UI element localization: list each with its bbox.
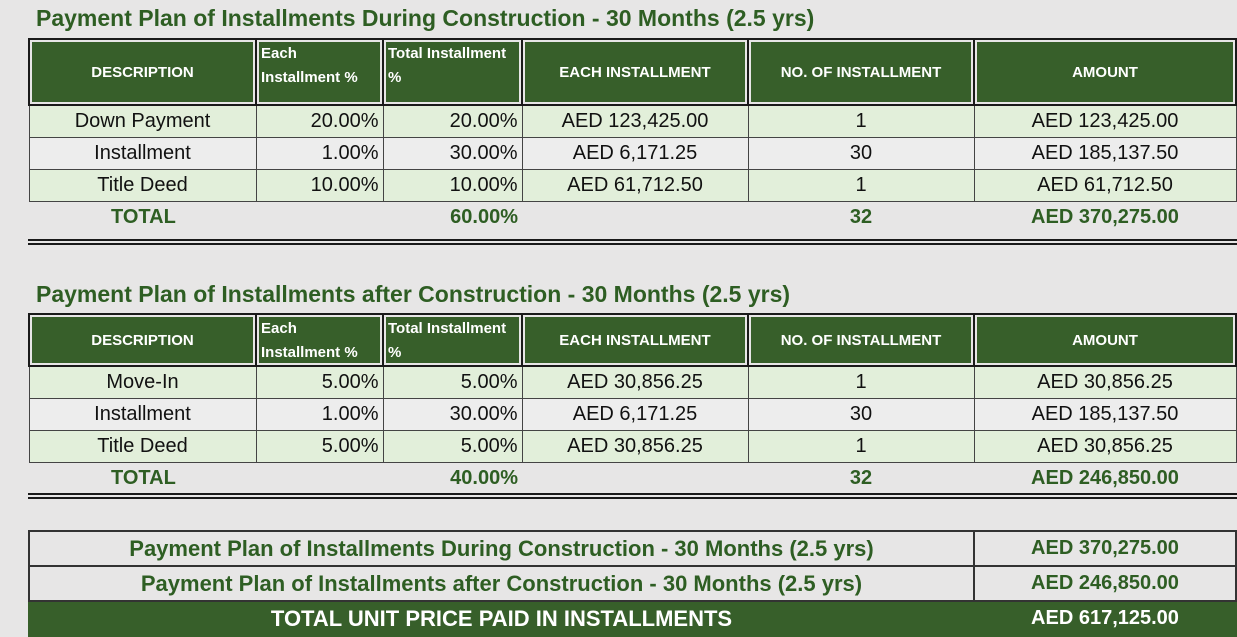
- row-amount: AED 30,856.25: [973, 430, 1237, 463]
- row-total-pct: 10.00%: [382, 169, 523, 202]
- row-amount: AED 123,425.00: [973, 104, 1237, 138]
- summary-label: Payment Plan of Installments During Cons…: [28, 530, 975, 567]
- header-row: DESCRIPTION Each Installment % Total Inst…: [28, 38, 1237, 106]
- summary-row: Payment Plan of Installments During Cons…: [28, 530, 1237, 567]
- row-each-installment: AED 6,171.25: [521, 398, 749, 431]
- total-count: 32: [748, 462, 974, 493]
- summary-row: Payment Plan of Installments after Const…: [28, 565, 1237, 602]
- summary-table: Payment Plan of Installments During Cons…: [28, 530, 1237, 637]
- row-description: Down Payment: [28, 104, 257, 138]
- total-label: TOTAL: [29, 201, 256, 232]
- row-each-installment: AED 30,856.25: [521, 365, 749, 399]
- row-each-installment: AED 30,856.25: [521, 430, 749, 463]
- row-description: Installment: [28, 398, 257, 431]
- col-header-total-pct: Total Installment%: [382, 38, 523, 106]
- grand-total-label: TOTAL UNIT PRICE PAID IN INSTALLMENTS: [28, 600, 975, 637]
- row-total-pct: 30.00%: [382, 137, 523, 170]
- total-label: TOTAL: [29, 462, 256, 493]
- col-header-amount: AMOUNT: [973, 38, 1237, 106]
- row-description: Installment: [28, 137, 257, 170]
- row-total-pct: 30.00%: [382, 398, 523, 431]
- col-header-each-installment: EACH INSTALLMENT: [521, 313, 749, 367]
- col-header-description: DESCRIPTION: [28, 313, 257, 367]
- after-construction-table: DESCRIPTION Each Installment % Total Inst…: [28, 313, 1237, 493]
- table-row: Title Deed 10.00% 10.00% AED 61,712.50 1…: [28, 169, 1237, 202]
- col-header-each-pct: Each Installment %: [255, 313, 384, 367]
- after-construction-title: Payment Plan of Installments after Const…: [36, 281, 791, 307]
- summary-label: Payment Plan of Installments after Const…: [28, 565, 975, 602]
- table-row: Installment 1.00% 30.00% AED 6,171.25 30…: [28, 137, 1237, 170]
- col-header-description: DESCRIPTION: [28, 38, 257, 106]
- total-pct: 60.00%: [383, 201, 522, 232]
- row-each-installment: AED 61,712.50: [521, 169, 749, 202]
- row-each-pct: 5.00%: [255, 365, 384, 399]
- table-row: Title Deed 5.00% 5.00% AED 30,856.25 1 A…: [28, 430, 1237, 463]
- summary-amount: AED 370,275.00: [973, 530, 1237, 567]
- double-rule: [28, 239, 1237, 245]
- row-total-pct: 20.00%: [382, 104, 523, 138]
- col-header-each-pct: Each Installment %: [255, 38, 384, 106]
- row-each-pct: 10.00%: [255, 169, 384, 202]
- during-construction-title: Payment Plan of Installments During Cons…: [36, 5, 815, 31]
- row-count: 1: [747, 430, 975, 463]
- row-each-pct: 1.00%: [255, 137, 384, 170]
- row-amount: AED 30,856.25: [973, 365, 1237, 399]
- row-count: 1: [747, 365, 975, 399]
- total-row: TOTAL 40.00% 32 AED 246,850.00: [29, 462, 1236, 493]
- grand-total-row: TOTAL UNIT PRICE PAID IN INSTALLMENTS AE…: [28, 600, 1237, 637]
- col-header-each-installment: EACH INSTALLMENT: [521, 38, 749, 106]
- row-description: Title Deed: [28, 169, 257, 202]
- table-row: Installment 1.00% 30.00% AED 6,171.25 30…: [28, 398, 1237, 431]
- col-header-count: NO. OF INSTALLMENT: [747, 313, 975, 367]
- row-each-installment: AED 6,171.25: [521, 137, 749, 170]
- row-count: 30: [747, 137, 975, 170]
- total-row: TOTAL 60.00% 32 AED 370,275.00: [29, 201, 1236, 232]
- col-header-amount: AMOUNT: [973, 313, 1237, 367]
- row-total-pct: 5.00%: [382, 365, 523, 399]
- row-description: Move-In: [28, 365, 257, 399]
- row-count: 30: [747, 398, 975, 431]
- total-amount: AED 246,850.00: [974, 462, 1236, 493]
- row-amount: AED 185,137.50: [973, 398, 1237, 431]
- grand-total-amount: AED 617,125.00: [973, 600, 1237, 637]
- table-row: Move-In 5.00% 5.00% AED 30,856.25 1 AED …: [28, 365, 1237, 399]
- row-total-pct: 5.00%: [382, 430, 523, 463]
- row-count: 1: [747, 104, 975, 138]
- summary-amount: AED 246,850.00: [973, 565, 1237, 602]
- total-count: 32: [748, 201, 974, 232]
- row-each-pct: 5.00%: [255, 430, 384, 463]
- double-rule: [28, 493, 1237, 499]
- col-header-total-pct: Total Installment%: [382, 313, 523, 367]
- total-pct: 40.00%: [383, 462, 522, 493]
- row-each-pct: 1.00%: [255, 398, 384, 431]
- total-amount: AED 370,275.00: [974, 201, 1236, 232]
- table-row: Down Payment 20.00% 20.00% AED 123,425.0…: [28, 104, 1237, 138]
- during-construction-table: DESCRIPTION Each Installment % Total Inst…: [28, 38, 1237, 232]
- row-description: Title Deed: [28, 430, 257, 463]
- col-header-count: NO. OF INSTALLMENT: [747, 38, 975, 106]
- row-count: 1: [747, 169, 975, 202]
- row-each-installment: AED 123,425.00: [521, 104, 749, 138]
- row-amount: AED 185,137.50: [973, 137, 1237, 170]
- row-each-pct: 20.00%: [255, 104, 384, 138]
- row-amount: AED 61,712.50: [973, 169, 1237, 202]
- header-row: DESCRIPTION Each Installment % Total Inst…: [28, 313, 1237, 367]
